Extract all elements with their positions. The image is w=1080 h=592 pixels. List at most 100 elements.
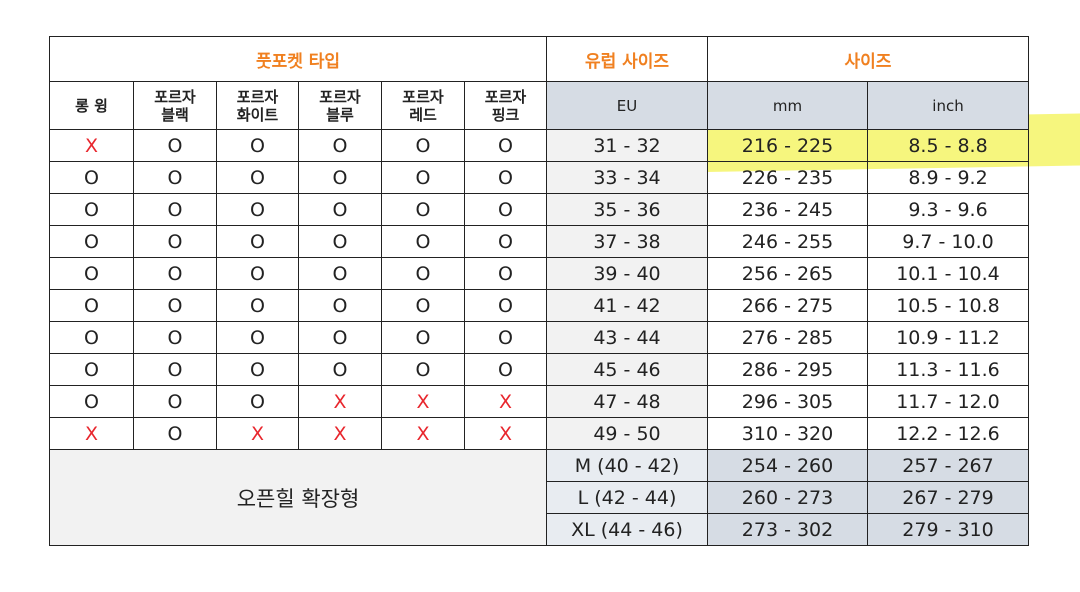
availability-mark: X — [298, 417, 382, 450]
availability-mark: O — [216, 129, 299, 162]
availability-mark: X — [381, 417, 465, 450]
size-cell: 256 - 265 — [707, 257, 868, 290]
availability-mark: O — [216, 193, 299, 226]
availability-mark: O — [298, 257, 382, 290]
availability-mark: O — [133, 289, 217, 322]
availability-mark: O — [49, 257, 134, 290]
size-cell: 37 - 38 — [546, 225, 708, 258]
availability-mark: O — [216, 161, 299, 194]
availability-mark: O — [133, 385, 217, 418]
availability-mark: O — [133, 161, 217, 194]
table-row: O O O O O O 43 - 44 276 - 285 10.9 - 11.2 — [49, 321, 1029, 354]
availability-mark: O — [49, 385, 134, 418]
table-row: O O O O O O 37 - 38 246 - 255 9.7 - 10.0 — [49, 225, 1029, 258]
size-cell: 226 - 235 — [707, 161, 868, 194]
size-cell: 9.7 - 10.0 — [867, 225, 1029, 258]
size-cell: 310 - 320 — [707, 417, 868, 450]
footer-size-cell: 260 - 273 — [707, 481, 868, 514]
group-header: 풋포켓 타입 — [49, 36, 547, 82]
column-header: 포르자 화이트 — [216, 81, 299, 130]
column-header: inch — [867, 81, 1029, 130]
size-cell: 246 - 255 — [707, 225, 868, 258]
footer-size-cell: XL (44 - 46) — [546, 513, 708, 546]
availability-mark: O — [381, 289, 465, 322]
table-row: O O O X X X 47 - 48 296 - 305 11.7 - 12.0 — [49, 385, 1029, 418]
availability-mark: O — [381, 321, 465, 354]
availability-mark: O — [464, 193, 547, 226]
availability-mark: O — [298, 193, 382, 226]
footer-size-cell: 267 - 279 — [867, 481, 1029, 514]
group-header: 유럽 사이즈 — [546, 36, 708, 82]
availability-mark: O — [216, 225, 299, 258]
size-cell: 266 - 275 — [707, 289, 868, 322]
column-header: 롱 윙 — [49, 81, 134, 130]
availability-mark: O — [216, 289, 299, 322]
size-cell: 33 - 34 — [546, 161, 708, 194]
footer-size-cell: 257 - 267 — [867, 449, 1029, 482]
availability-mark: X — [49, 417, 134, 450]
availability-mark: X — [49, 129, 134, 162]
availability-mark: O — [133, 353, 217, 386]
availability-mark: X — [216, 417, 299, 450]
availability-mark: O — [381, 257, 465, 290]
availability-mark: O — [216, 353, 299, 386]
availability-mark: X — [464, 385, 547, 418]
size-cell: 47 - 48 — [546, 385, 708, 418]
column-header: mm — [707, 81, 868, 130]
availability-mark: O — [298, 161, 382, 194]
availability-mark: O — [381, 225, 465, 258]
column-header: 포르자 핑크 — [464, 81, 547, 130]
availability-mark: O — [464, 289, 547, 322]
column-header: 포르자 레드 — [381, 81, 465, 130]
availability-mark: O — [381, 161, 465, 194]
availability-mark: X — [298, 385, 382, 418]
size-cell: 10.9 - 11.2 — [867, 321, 1029, 354]
group-header: 사이즈 — [707, 36, 1029, 82]
availability-mark: O — [133, 321, 217, 354]
table-row: X O O O O O 31 - 32 216 - 225 8.5 - 8.8 — [49, 129, 1029, 162]
availability-mark: O — [133, 193, 217, 226]
size-cell: 216 - 225 — [707, 129, 868, 162]
availability-mark: O — [49, 321, 134, 354]
availability-mark: O — [381, 353, 465, 386]
availability-mark: O — [49, 161, 134, 194]
table-row: O O O O O O 33 - 34 226 - 235 8.9 - 9.2 — [49, 161, 1029, 194]
table-row: O O O O O O 45 - 46 286 - 295 11.3 - 11.6 — [49, 353, 1029, 386]
table-row: O O O O O O 35 - 36 236 - 245 9.3 - 9.6 — [49, 193, 1029, 226]
availability-mark: O — [298, 289, 382, 322]
availability-mark: O — [133, 225, 217, 258]
availability-mark: O — [216, 385, 299, 418]
availability-mark: O — [298, 129, 382, 162]
size-cell: 10.5 - 10.8 — [867, 289, 1029, 322]
availability-mark: O — [298, 353, 382, 386]
size-cell: 43 - 44 — [546, 321, 708, 354]
size-cell: 31 - 32 — [546, 129, 708, 162]
footer-size-cell: L (42 - 44) — [546, 481, 708, 514]
size-cell: 11.7 - 12.0 — [867, 385, 1029, 418]
size-cell: 41 - 42 — [546, 289, 708, 322]
size-cell: 35 - 36 — [546, 193, 708, 226]
availability-mark: O — [49, 193, 134, 226]
size-cell: 49 - 50 — [546, 417, 708, 450]
column-header-row: 롱 윙 포르자 블랙 포르자 화이트 포르자 블루 포르자 레드 포르자 핑크 EU mm in… — [49, 81, 1029, 130]
availability-mark: O — [464, 225, 547, 258]
availability-mark: X — [464, 417, 547, 450]
size-cell: 296 - 305 — [707, 385, 868, 418]
footer-row: 오픈힐 확장형 M (40 - 42) 254 - 260 257 - 267 — [49, 449, 1029, 546]
table-row: X O X X X X 49 - 50 310 - 320 12.2 - 12.6 — [49, 417, 1029, 450]
availability-mark: O — [464, 161, 547, 194]
availability-mark: O — [49, 225, 134, 258]
size-cell: 236 - 245 — [707, 193, 868, 226]
footer-label: 오픈힐 확장형 — [49, 449, 547, 546]
size-cell: 8.5 - 8.8 — [867, 129, 1029, 162]
table-row: O O O O O O 39 - 40 256 - 265 10.1 - 10.4 — [49, 257, 1029, 290]
availability-mark: O — [381, 193, 465, 226]
availability-mark: O — [298, 321, 382, 354]
footer-row: L (42 - 44) 260 - 273 267 - 279 — [50, 481, 1029, 514]
availability-mark: O — [49, 289, 134, 322]
availability-mark: O — [464, 321, 547, 354]
availability-mark: O — [381, 129, 465, 162]
availability-mark: O — [216, 257, 299, 290]
availability-mark: O — [216, 321, 299, 354]
size-cell: 10.1 - 10.4 — [867, 257, 1029, 290]
